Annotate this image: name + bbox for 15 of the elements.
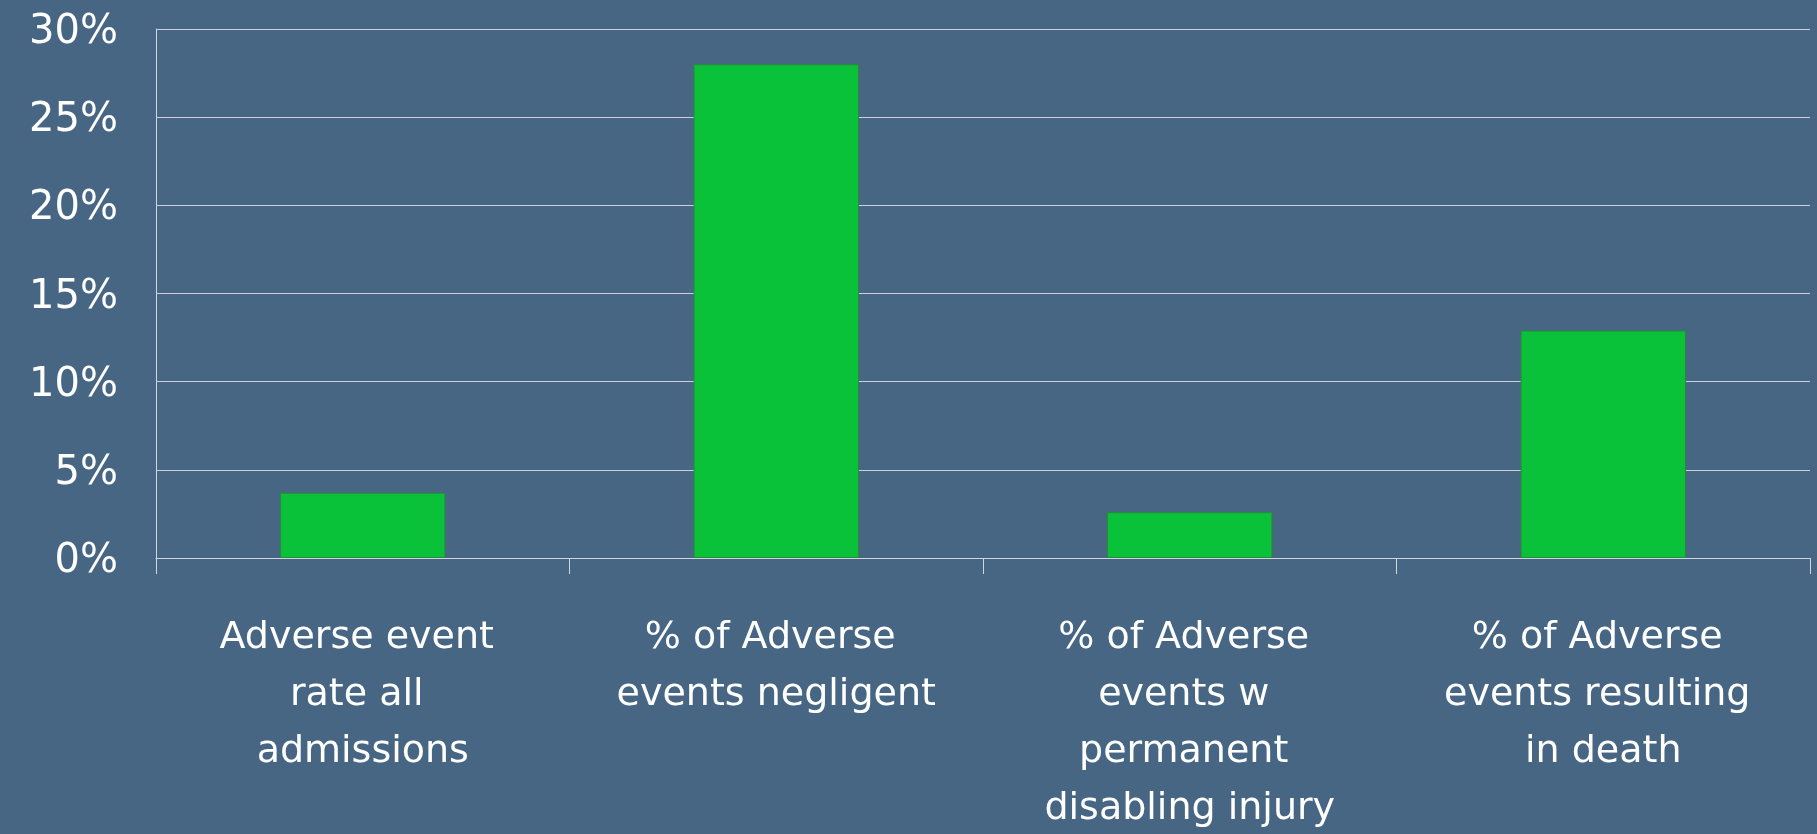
bar: [280, 492, 446, 558]
y-tick-label: 10%: [29, 358, 118, 405]
y-tick-label: 0%: [54, 535, 118, 581]
x-tick-label: Adverse event rate all admissions: [219, 612, 507, 771]
y-tick-label: 5%: [54, 446, 118, 493]
bar: [1107, 512, 1273, 558]
x-tick-label: % of Adverse events negligent: [616, 612, 936, 714]
y-tick-label: 25%: [29, 94, 118, 141]
bar: [1520, 330, 1686, 558]
x-tick-label: % of Adverse events w permanent disabling injury: [1044, 612, 1336, 828]
y-tick-label: 30%: [29, 6, 118, 52]
y-tick-label: 15%: [29, 270, 118, 317]
x-tick-label: % of Adverse events resulting in death: [1444, 612, 1763, 771]
bar: [693, 64, 859, 558]
y-tick-label: 20%: [29, 182, 118, 229]
